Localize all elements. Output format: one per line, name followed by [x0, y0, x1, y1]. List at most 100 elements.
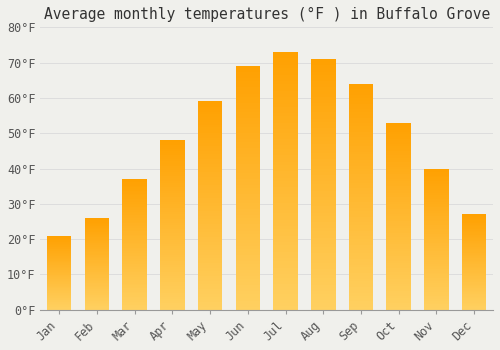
- Bar: [424, 174, 448, 176]
- Bar: [236, 294, 260, 297]
- Bar: [47, 286, 72, 287]
- Bar: [236, 109, 260, 112]
- Bar: [462, 287, 486, 288]
- Bar: [47, 298, 72, 299]
- Bar: [424, 218, 448, 220]
- Bar: [386, 300, 411, 303]
- Bar: [424, 299, 448, 301]
- Bar: [122, 241, 147, 243]
- Bar: [311, 166, 336, 169]
- Bar: [122, 248, 147, 249]
- Bar: [47, 240, 72, 241]
- Bar: [311, 219, 336, 222]
- Bar: [311, 278, 336, 281]
- Bar: [47, 282, 72, 283]
- Bar: [424, 172, 448, 174]
- Bar: [311, 109, 336, 112]
- Bar: [462, 238, 486, 239]
- Bar: [236, 203, 260, 206]
- Bar: [122, 244, 147, 246]
- Bar: [348, 112, 374, 115]
- Bar: [198, 276, 222, 279]
- Bar: [236, 206, 260, 209]
- Bar: [198, 117, 222, 120]
- Bar: [160, 161, 184, 163]
- Bar: [274, 149, 298, 152]
- Bar: [198, 232, 222, 234]
- Bar: [311, 159, 336, 162]
- Bar: [47, 285, 72, 286]
- Bar: [386, 272, 411, 275]
- Bar: [236, 152, 260, 154]
- Bar: [47, 246, 72, 247]
- Bar: [198, 143, 222, 146]
- Bar: [311, 90, 336, 93]
- Bar: [462, 304, 486, 305]
- Bar: [160, 306, 184, 308]
- Bar: [274, 117, 298, 120]
- Bar: [348, 129, 374, 132]
- Bar: [198, 130, 222, 133]
- Bar: [424, 301, 448, 303]
- Bar: [274, 210, 298, 213]
- Bar: [236, 148, 260, 152]
- Bar: [47, 272, 72, 273]
- Bar: [122, 239, 147, 241]
- Bar: [274, 194, 298, 197]
- Bar: [122, 249, 147, 251]
- Bar: [274, 190, 298, 194]
- Bar: [84, 220, 109, 221]
- Bar: [274, 81, 298, 84]
- Bar: [122, 223, 147, 225]
- Bar: [122, 184, 147, 186]
- Bar: [122, 295, 147, 297]
- Bar: [198, 135, 222, 138]
- Bar: [348, 120, 374, 123]
- Bar: [236, 218, 260, 222]
- Bar: [84, 235, 109, 236]
- Bar: [122, 298, 147, 300]
- Bar: [311, 181, 336, 184]
- Bar: [462, 239, 486, 240]
- Bar: [386, 127, 411, 130]
- Bar: [424, 230, 448, 232]
- Bar: [47, 304, 72, 305]
- Bar: [462, 305, 486, 306]
- Bar: [84, 244, 109, 245]
- Bar: [424, 290, 448, 292]
- Bar: [84, 297, 109, 298]
- Bar: [424, 285, 448, 287]
- Bar: [386, 263, 411, 265]
- Bar: [236, 255, 260, 258]
- Bar: [236, 136, 260, 139]
- Bar: [160, 157, 184, 159]
- Bar: [236, 267, 260, 270]
- Bar: [386, 162, 411, 165]
- Bar: [311, 84, 336, 87]
- Bar: [462, 301, 486, 302]
- Bar: [311, 116, 336, 119]
- Bar: [348, 299, 374, 301]
- Bar: [348, 242, 374, 245]
- Bar: [348, 222, 374, 225]
- Bar: [462, 294, 486, 295]
- Bar: [84, 247, 109, 248]
- Bar: [160, 199, 184, 202]
- Bar: [311, 244, 336, 247]
- Bar: [386, 139, 411, 141]
- Bar: [386, 268, 411, 270]
- Bar: [122, 217, 147, 218]
- Bar: [47, 277, 72, 278]
- Bar: [122, 179, 147, 181]
- Bar: [47, 294, 72, 295]
- Bar: [160, 261, 184, 263]
- Bar: [462, 223, 486, 224]
- Bar: [311, 103, 336, 106]
- Bar: [386, 153, 411, 155]
- Bar: [122, 290, 147, 292]
- Bar: [236, 69, 260, 72]
- Bar: [84, 224, 109, 225]
- Bar: [160, 240, 184, 242]
- Bar: [236, 182, 260, 185]
- Bar: [462, 286, 486, 287]
